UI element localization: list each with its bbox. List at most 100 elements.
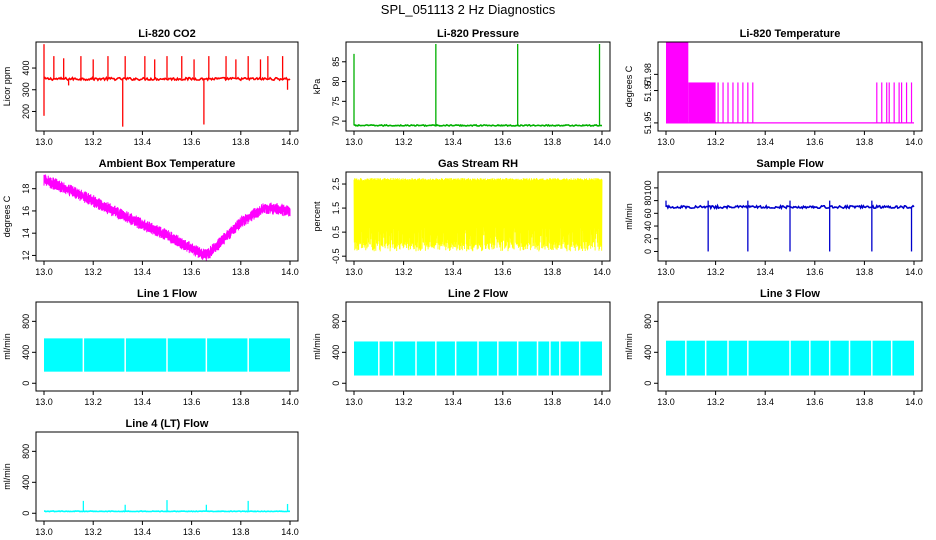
series-line bbox=[44, 510, 290, 513]
x-tick-label: 14.0 bbox=[281, 267, 299, 277]
x-tick-label: 13.2 bbox=[84, 527, 102, 537]
x-tick-label: 13.4 bbox=[134, 267, 152, 277]
flow-segment bbox=[125, 338, 167, 372]
series-band bbox=[43, 174, 291, 261]
x-tick-label: 13.8 bbox=[856, 397, 874, 407]
chart-title: Line 3 Flow bbox=[760, 288, 820, 300]
x-tick-label: 13.8 bbox=[232, 527, 250, 537]
plot-frame bbox=[657, 301, 923, 392]
chart-title: Line 1 Flow bbox=[137, 288, 197, 300]
y-tick-label: 80 bbox=[331, 77, 341, 87]
data-layer bbox=[666, 42, 914, 124]
y-tick-label: 400 bbox=[643, 345, 653, 360]
x-tick-label: 14.0 bbox=[905, 397, 923, 407]
plot-frame bbox=[345, 301, 611, 392]
flow-segment bbox=[416, 341, 436, 376]
flow-segment bbox=[498, 341, 517, 376]
series-line bbox=[43, 76, 291, 82]
chart-title: Li-820 Temperature bbox=[740, 28, 841, 40]
x-tick-label: 13.6 bbox=[183, 137, 201, 147]
y-tick-label: 400 bbox=[21, 475, 31, 490]
x-tick-label: 14.0 bbox=[281, 137, 299, 147]
y-tick-label: 0 bbox=[643, 249, 653, 254]
flow-segment bbox=[207, 338, 248, 372]
x-tick-label: 13.6 bbox=[806, 267, 824, 277]
flow-segment bbox=[379, 341, 393, 376]
data-layer bbox=[44, 500, 290, 513]
x-tick-label: 13.6 bbox=[183, 397, 201, 407]
flow-segment bbox=[850, 340, 872, 376]
flow-segment bbox=[790, 340, 810, 376]
y-axis-label: ml/min bbox=[2, 463, 12, 490]
data-layer bbox=[353, 177, 603, 252]
y-tick-label: 51.95 bbox=[643, 112, 653, 135]
chart-panel: Li-820 Pressure kPa 13.0 13.2 13.4 13.6 13.8 14… bbox=[312, 28, 611, 147]
x-tick-label: 13.8 bbox=[232, 397, 250, 407]
plot-frame bbox=[35, 301, 299, 392]
x-tick-label: 13.2 bbox=[84, 267, 102, 277]
series-line bbox=[353, 177, 603, 252]
y-tick-label: 300 bbox=[21, 82, 31, 97]
x-tick-label: 13.0 bbox=[35, 267, 53, 277]
x-tick-label: 13.2 bbox=[395, 267, 413, 277]
plot-frame bbox=[35, 431, 299, 522]
flow-segment bbox=[728, 340, 748, 376]
flow-segment bbox=[478, 341, 498, 376]
y-tick-label: 1.5 bbox=[331, 202, 341, 215]
chart-panel: Line 1 Flow ml/min 13.0 13.2 13.4 13.6 13.8 14.… bbox=[2, 288, 299, 407]
chart-panel: Li-820 CO2 Licor ppm 13.0 13.2 13.4 13.6 13.8 1… bbox=[2, 28, 299, 147]
x-tick-label: 13.2 bbox=[395, 397, 413, 407]
plot-frame bbox=[35, 171, 299, 262]
y-tick-label: 14 bbox=[21, 228, 31, 238]
data-block-mid bbox=[688, 82, 716, 123]
x-tick-label: 13.2 bbox=[707, 267, 725, 277]
x-tick-label: 13.6 bbox=[494, 137, 512, 147]
x-tick-label: 13.4 bbox=[134, 397, 152, 407]
plot-frame bbox=[657, 171, 923, 262]
y-axis-label: degrees C bbox=[624, 65, 634, 107]
chart-panel: Sample Flow ml/min 13.0 13.2 13.4 13.6 13.8 14.… bbox=[624, 158, 923, 277]
x-tick-label: 13.8 bbox=[544, 267, 562, 277]
y-tick-label: 800 bbox=[331, 314, 341, 329]
x-tick-label: 14.0 bbox=[593, 267, 611, 277]
x-tick-label: 13.6 bbox=[806, 397, 824, 407]
figure-title: SPL_051113 2 Hz Diagnostics bbox=[381, 2, 556, 17]
chart-panel: Li-820 Temperature degrees C 13.0 13.2 13.4 1… bbox=[624, 28, 923, 147]
chart-title: Gas Stream RH bbox=[438, 158, 518, 170]
series-line bbox=[353, 123, 603, 128]
y-tick-label: 0 bbox=[643, 381, 653, 386]
y-axis-label: ml/min bbox=[312, 333, 322, 360]
x-tick-label: 13.8 bbox=[232, 137, 250, 147]
y-tick-label: 85 bbox=[331, 57, 341, 67]
y-tick-label: 40 bbox=[643, 221, 653, 231]
chart-panel: Line 2 Flow ml/min 13.0 13.2 13.4 13.6 13.8 14.… bbox=[312, 288, 611, 407]
x-tick-label: 13.4 bbox=[134, 527, 152, 537]
data-layer bbox=[354, 341, 602, 376]
data-layer bbox=[666, 340, 914, 376]
x-tick-label: 13.8 bbox=[232, 267, 250, 277]
x-tick-label: 13.2 bbox=[707, 137, 725, 147]
x-tick-label: 13.0 bbox=[35, 527, 53, 537]
y-tick-label: 400 bbox=[21, 345, 31, 360]
y-axis-label: degrees C bbox=[2, 195, 12, 237]
x-tick-label: 13.4 bbox=[444, 137, 462, 147]
flow-segment bbox=[167, 338, 206, 372]
x-tick-label: 13.0 bbox=[345, 137, 363, 147]
data-layer bbox=[43, 44, 291, 127]
y-tick-label: 0 bbox=[21, 511, 31, 516]
x-tick-label: 13.6 bbox=[494, 397, 512, 407]
y-tick-label: 2.5 bbox=[331, 178, 341, 191]
x-tick-label: 13.8 bbox=[856, 137, 874, 147]
y-tick-label: 51.97 bbox=[643, 79, 653, 102]
chart-title: Li-820 CO2 bbox=[138, 28, 195, 40]
y-axis-label: ml/min bbox=[624, 203, 634, 230]
y-tick-label: 400 bbox=[331, 345, 341, 360]
x-tick-label: 13.2 bbox=[84, 137, 102, 147]
chart-panel: Line 4 (LT) Flow ml/min 13.0 13.2 13.4 13.6 13… bbox=[2, 418, 299, 537]
y-axis-label: ml/min bbox=[624, 333, 634, 360]
data-layer bbox=[44, 338, 290, 372]
y-tick-label: 20 bbox=[643, 234, 653, 244]
flow-segment bbox=[872, 340, 891, 376]
y-tick-label: 100 bbox=[643, 180, 653, 195]
x-tick-label: 13.0 bbox=[345, 267, 363, 277]
